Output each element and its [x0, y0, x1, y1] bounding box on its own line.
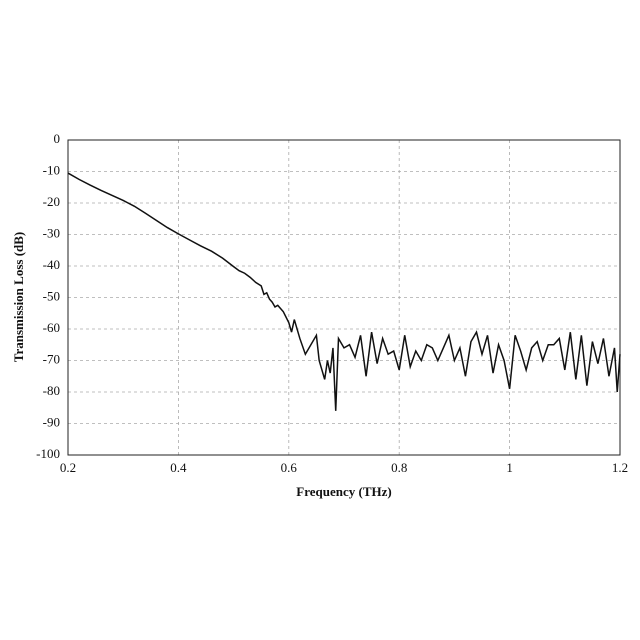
y-tick-label: 0	[54, 131, 61, 146]
y-tick-label: -50	[43, 288, 60, 303]
y-tick-label: -100	[36, 446, 60, 461]
y-tick-label: -40	[43, 257, 60, 272]
chart: Frequency (THz) Transmission Loss (dB) 0…	[0, 0, 640, 640]
data-line	[68, 173, 620, 411]
x-tick-label: 0.8	[391, 460, 407, 475]
x-tick-label: 1	[506, 460, 513, 475]
y-tick-label: -90	[43, 414, 60, 429]
y-tick-label: -20	[43, 194, 60, 209]
x-tick-label: 0.4	[170, 460, 187, 475]
y-tick-label: -10	[43, 162, 60, 177]
y-tick-label: -30	[43, 225, 60, 240]
x-tick-label: 1.2	[612, 460, 628, 475]
y-tick-label: -60	[43, 320, 60, 335]
y-axis-title: Transmission Loss (dB)	[11, 232, 26, 363]
x-axis-title: Frequency (THz)	[296, 484, 391, 499]
y-tick-label: -70	[43, 351, 60, 366]
y-tick-label: -80	[43, 383, 60, 398]
x-tick-label: 0.2	[60, 460, 76, 475]
x-tick-label: 0.6	[281, 460, 298, 475]
